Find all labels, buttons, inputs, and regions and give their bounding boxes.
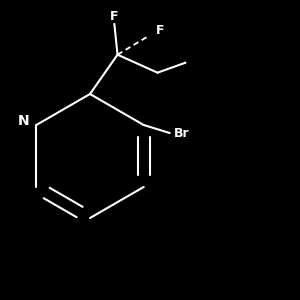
Text: Br: Br <box>174 127 189 140</box>
Text: F: F <box>110 10 118 23</box>
Text: F: F <box>155 24 164 37</box>
Text: N: N <box>18 114 29 128</box>
